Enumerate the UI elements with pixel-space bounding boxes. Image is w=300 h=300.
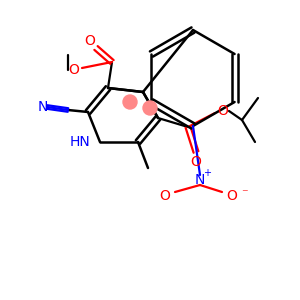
Circle shape: [123, 95, 137, 109]
Text: O: O: [190, 155, 201, 169]
Text: O: O: [85, 34, 95, 48]
Text: O: O: [226, 189, 237, 203]
Text: ⁻: ⁻: [241, 188, 247, 200]
Text: O: O: [218, 104, 228, 118]
Text: O: O: [160, 189, 170, 203]
Text: +: +: [203, 168, 211, 178]
Text: N: N: [38, 100, 48, 114]
Text: N: N: [195, 173, 205, 187]
Text: O: O: [69, 63, 80, 77]
Text: HN: HN: [69, 135, 90, 149]
Circle shape: [143, 101, 157, 115]
